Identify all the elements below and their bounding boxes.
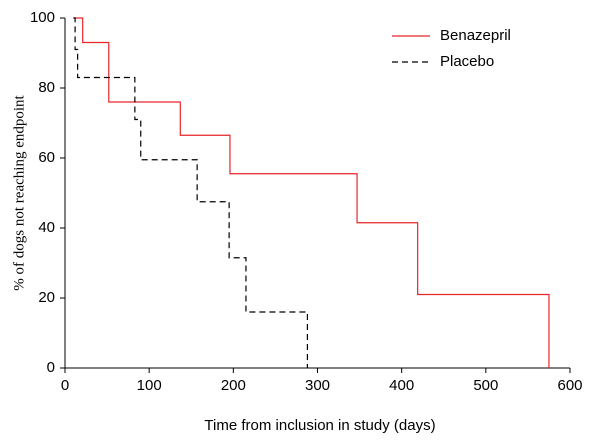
x-tick-label: 100 xyxy=(137,377,162,394)
y-tick-label: 40 xyxy=(38,219,55,236)
x-tick-label: 600 xyxy=(557,377,582,394)
legend-label: Benazepril xyxy=(440,27,511,44)
y-tick-label: 20 xyxy=(38,289,55,306)
series-line xyxy=(73,17,550,368)
y-tick-label: 60 xyxy=(38,149,55,166)
series-line xyxy=(73,17,308,368)
x-axis-label: Time from inclusion in study (days) xyxy=(204,417,435,434)
x-tick-label: 400 xyxy=(389,377,414,394)
y-tick-label: 80 xyxy=(38,79,55,96)
x-tick-label: 200 xyxy=(221,377,246,394)
x-tick-label: 500 xyxy=(473,377,498,394)
y-tick-label: 100 xyxy=(30,9,55,26)
y-tick-label: 0 xyxy=(47,359,55,376)
x-tick-label: 0 xyxy=(61,377,69,394)
x-tick-label: 300 xyxy=(305,377,330,394)
legend-label: Placebo xyxy=(440,53,494,70)
y-axis-label: % of dogs not reaching endpoint xyxy=(11,94,27,290)
